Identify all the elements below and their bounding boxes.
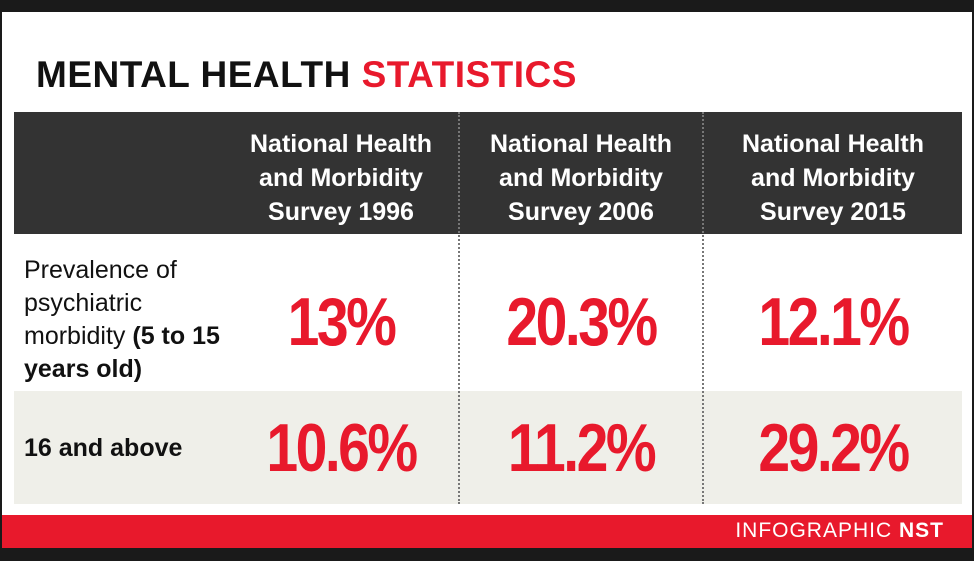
- statistics-table: National Health and Morbidity Survey 199…: [14, 112, 962, 504]
- row-label-plain: Prevalence of psychiatric morbidity: [24, 256, 177, 350]
- column-divider: [702, 112, 704, 504]
- table-row: [14, 391, 962, 504]
- value-cell-adults-1996: 10.6%: [266, 410, 418, 486]
- column-divider: [458, 112, 460, 504]
- credit-plain: INFOGRAPHIC: [735, 519, 893, 542]
- infographic-title: MENTAL HEALTH STATISTICS: [36, 54, 577, 96]
- column-header-1996: National Health and Morbidity Survey 199…: [250, 130, 432, 226]
- credit-bold: NST: [899, 519, 944, 542]
- value-cell-children-2015: 12.1%: [758, 284, 910, 360]
- column-header-2015: National Health and Morbidity Survey 201…: [742, 130, 924, 226]
- value-cell-children-2006: 20.3%: [506, 284, 658, 360]
- table-row: [14, 234, 962, 391]
- value-cell-adults-2006: 11.2%: [507, 410, 657, 486]
- infographic-credit: INFOGRAPHIC NST: [735, 519, 944, 543]
- row-label-bold: (5 to 15 years old): [24, 322, 220, 383]
- column-header-2006: National Health and Morbidity Survey 200…: [490, 130, 672, 226]
- table-header: [14, 112, 962, 234]
- footer-bar: INFOGRAPHIC NST: [2, 515, 972, 548]
- row-label-bold: 16 and above: [24, 434, 183, 462]
- value-cell-children-1996: 13%: [287, 284, 397, 360]
- title-part-2: STATISTICS: [361, 54, 577, 95]
- value-cell-adults-2015: 29.2%: [758, 410, 910, 486]
- infographic-card: MENTAL HEALTH STATISTICS National Health…: [2, 12, 972, 548]
- row-label-children: Prevalence of psychiatric morbidity (5 t…: [24, 254, 224, 386]
- row-label-adults: 16 and above: [24, 432, 224, 465]
- title-part-1: MENTAL HEALTH: [36, 54, 351, 95]
